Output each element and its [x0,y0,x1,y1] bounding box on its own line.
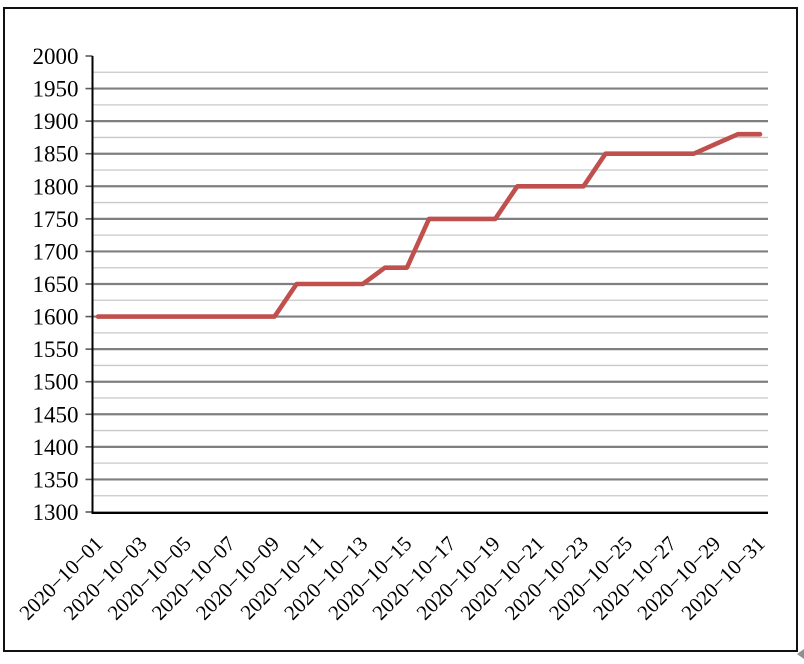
y-axis-label: 1750 [33,207,79,232]
y-axis-label: 1900 [33,109,79,134]
y-axis-label: 1300 [33,500,79,525]
y-axis-label: 1450 [33,402,79,427]
y-axis-label: 1600 [33,305,79,330]
y-axis-label: 1400 [33,435,79,460]
y-axis-label: 1800 [33,174,79,199]
y-axis-label: 2000 [33,44,79,69]
y-axis-label: 1850 [33,142,79,167]
chart-frame [3,7,798,652]
y-axis-label: 1550 [33,337,79,362]
series-line [95,131,763,319]
y-axis-label: 1350 [33,467,79,492]
scroll-arrow-icon [797,649,804,659]
y-axis-label: 1950 [33,77,79,102]
y-axis-label: 1650 [33,272,79,297]
y-axis-label: 1700 [33,239,79,264]
y-axis-label: 1500 [33,370,79,395]
